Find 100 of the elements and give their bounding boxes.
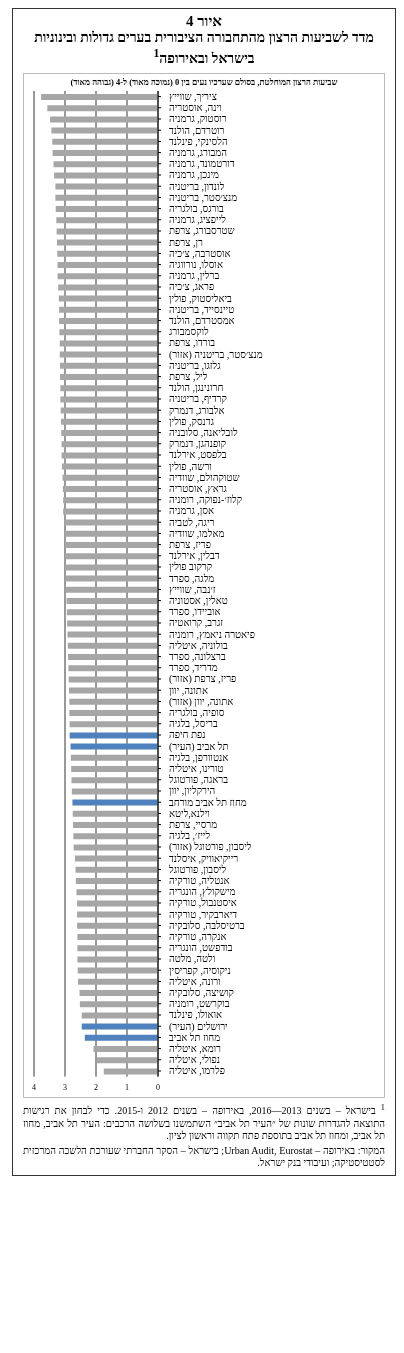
bar (56, 239, 158, 246)
y-tick-label: לייז׳, בלגיה (169, 830, 211, 842)
y-tick-label: מדריד, ספרד (169, 662, 218, 674)
bar (60, 385, 158, 392)
bar (77, 967, 158, 974)
bar (77, 956, 158, 963)
bar (57, 262, 158, 269)
y-tick-label: אוסלו, נורווגיה (169, 259, 223, 271)
y-tick-label: וילנא,ליטא (169, 808, 210, 820)
y-tick-label: הלסינקי, פינלנד (169, 136, 228, 148)
y-tick-label: ז׳נבה, שווייץ (169, 584, 216, 596)
y-tick-label: לונדון, בריטניה (169, 180, 225, 192)
y-tick-label: טיינסייד, בריטניה (169, 304, 235, 316)
bar (71, 788, 158, 795)
bar (52, 150, 158, 157)
bar (71, 777, 158, 784)
y-tick-label: דורטמונד, גרמניה (169, 158, 235, 170)
bar (72, 811, 158, 818)
bar (60, 363, 158, 370)
bar (65, 542, 158, 549)
y-tick-label: ברטיסלבה, סלובקיה (169, 920, 245, 932)
y-tick-label: טורינו, איטליה (169, 763, 224, 775)
bar (93, 1046, 158, 1053)
y-tick-label: אנקרה, טורקיה (169, 931, 227, 943)
x-tick-label: 0 (156, 1083, 160, 1093)
y-tick-label: זגרב, קרואטיה (169, 617, 224, 629)
y-tick-label: אסן, גרמניה (169, 505, 214, 517)
bar (64, 519, 158, 526)
bar (81, 1012, 158, 1019)
y-tick-label: בורגס, בולגריה (169, 203, 225, 215)
y-tick-label: פיאטרה ניאמץ, רומניה (169, 628, 255, 640)
y-tick-label: פריז, צרפת (169, 539, 211, 551)
bar (103, 1068, 158, 1075)
bar (54, 172, 158, 179)
bar (66, 609, 158, 616)
y-tick-label: בולוניה, איטליה (169, 640, 229, 652)
y-tick-label: מחוז תל אביב מורחב (169, 796, 247, 808)
bar (69, 710, 158, 717)
bar (57, 273, 158, 280)
y-tick-label: ירושלים (העיר) (169, 1020, 229, 1033)
bar (59, 351, 158, 358)
y-tick-label: פלרמו, איטליה (169, 1065, 225, 1077)
bar (55, 206, 158, 213)
bar (60, 374, 158, 381)
bar (68, 665, 158, 672)
bar (59, 307, 158, 314)
bar (69, 721, 158, 728)
bar (70, 743, 158, 750)
bar (60, 419, 158, 426)
bar (81, 1023, 158, 1030)
y-tick-label: אנטליה, טורקיה (169, 875, 230, 887)
bar (50, 116, 158, 123)
y-tick-label: מרסיי, צרפת (169, 819, 218, 831)
y-tick-label: דבלין, אירלנד (169, 550, 220, 562)
bar (69, 699, 158, 706)
y-tick-label: ריגה, לטביה (169, 516, 215, 528)
x-tick-label: 3 (63, 1083, 67, 1093)
y-tick-label: אואולו, פינלנד (169, 1009, 223, 1021)
bar (74, 855, 158, 862)
y-tick-label: אוסטרבה, צ׳כיה (169, 248, 231, 260)
y-tick-label: מינכן, גרמניה (169, 169, 220, 181)
bar (73, 844, 158, 851)
bar (60, 407, 158, 414)
bar (96, 1057, 158, 1064)
y-tick-label: בוקרשט, רומניה (169, 998, 230, 1010)
y-tick-label: רוסטוק, גרמניה (169, 113, 227, 125)
y-tick-label: מנצ׳סטר, בריטניה (169, 192, 238, 204)
text: המקור: באירופה – Urban Audit, Eurostat; בישראל – הסקר החברתי שעורכת הלשכה המרכזית לסטטיסטיקה; ועיבודי בנק ישראל. (22, 1143, 386, 1171)
bar (65, 564, 158, 571)
bar (59, 340, 158, 347)
y-tick-label: ניקוסיה, קפריסין (169, 964, 231, 976)
y-tick-label: מנצ׳סטר, בריטניה (אזור) (169, 348, 263, 361)
y-tick-label: לייפציג, גרמניה (169, 214, 227, 226)
y-tick-label: תל אביב (העיר) (169, 740, 229, 753)
bar (61, 430, 158, 437)
y-tick-label: רייקיאוויק, איסלנד (169, 852, 239, 864)
y-tick-label: ורונה, איטליה (169, 976, 221, 988)
y-tick-label: ולטה, מלטה (169, 953, 216, 965)
y-tick-label: בראגה, פורטוגל (168, 774, 229, 786)
bar (56, 228, 158, 235)
y-tick-label: בורדו, צרפת (169, 337, 216, 349)
bar (63, 497, 158, 504)
bar (72, 799, 158, 806)
y-tick-label: שטרסבורג, צרפת (169, 225, 235, 237)
y-tick-label: ברצלונה, ספרד (169, 651, 226, 663)
bar (57, 251, 158, 258)
bar (52, 139, 158, 146)
bar (59, 318, 158, 325)
y-tick-label: מחוז תל אביב (169, 1032, 221, 1044)
bar (79, 990, 158, 997)
bar (69, 687, 158, 694)
bar (61, 463, 158, 470)
y-tick-label: דיארבקיר, טורקיה (169, 908, 238, 920)
y-tick-label: נפולי, איטליה (169, 1054, 220, 1066)
y-tick-label: אלבורג, דנמרק (169, 404, 225, 416)
y-tick-label: ליסבון, פורטוגל (אזור) (169, 841, 252, 854)
bar (71, 766, 158, 773)
bar (75, 867, 158, 874)
bar (65, 587, 158, 594)
bar (56, 217, 158, 224)
